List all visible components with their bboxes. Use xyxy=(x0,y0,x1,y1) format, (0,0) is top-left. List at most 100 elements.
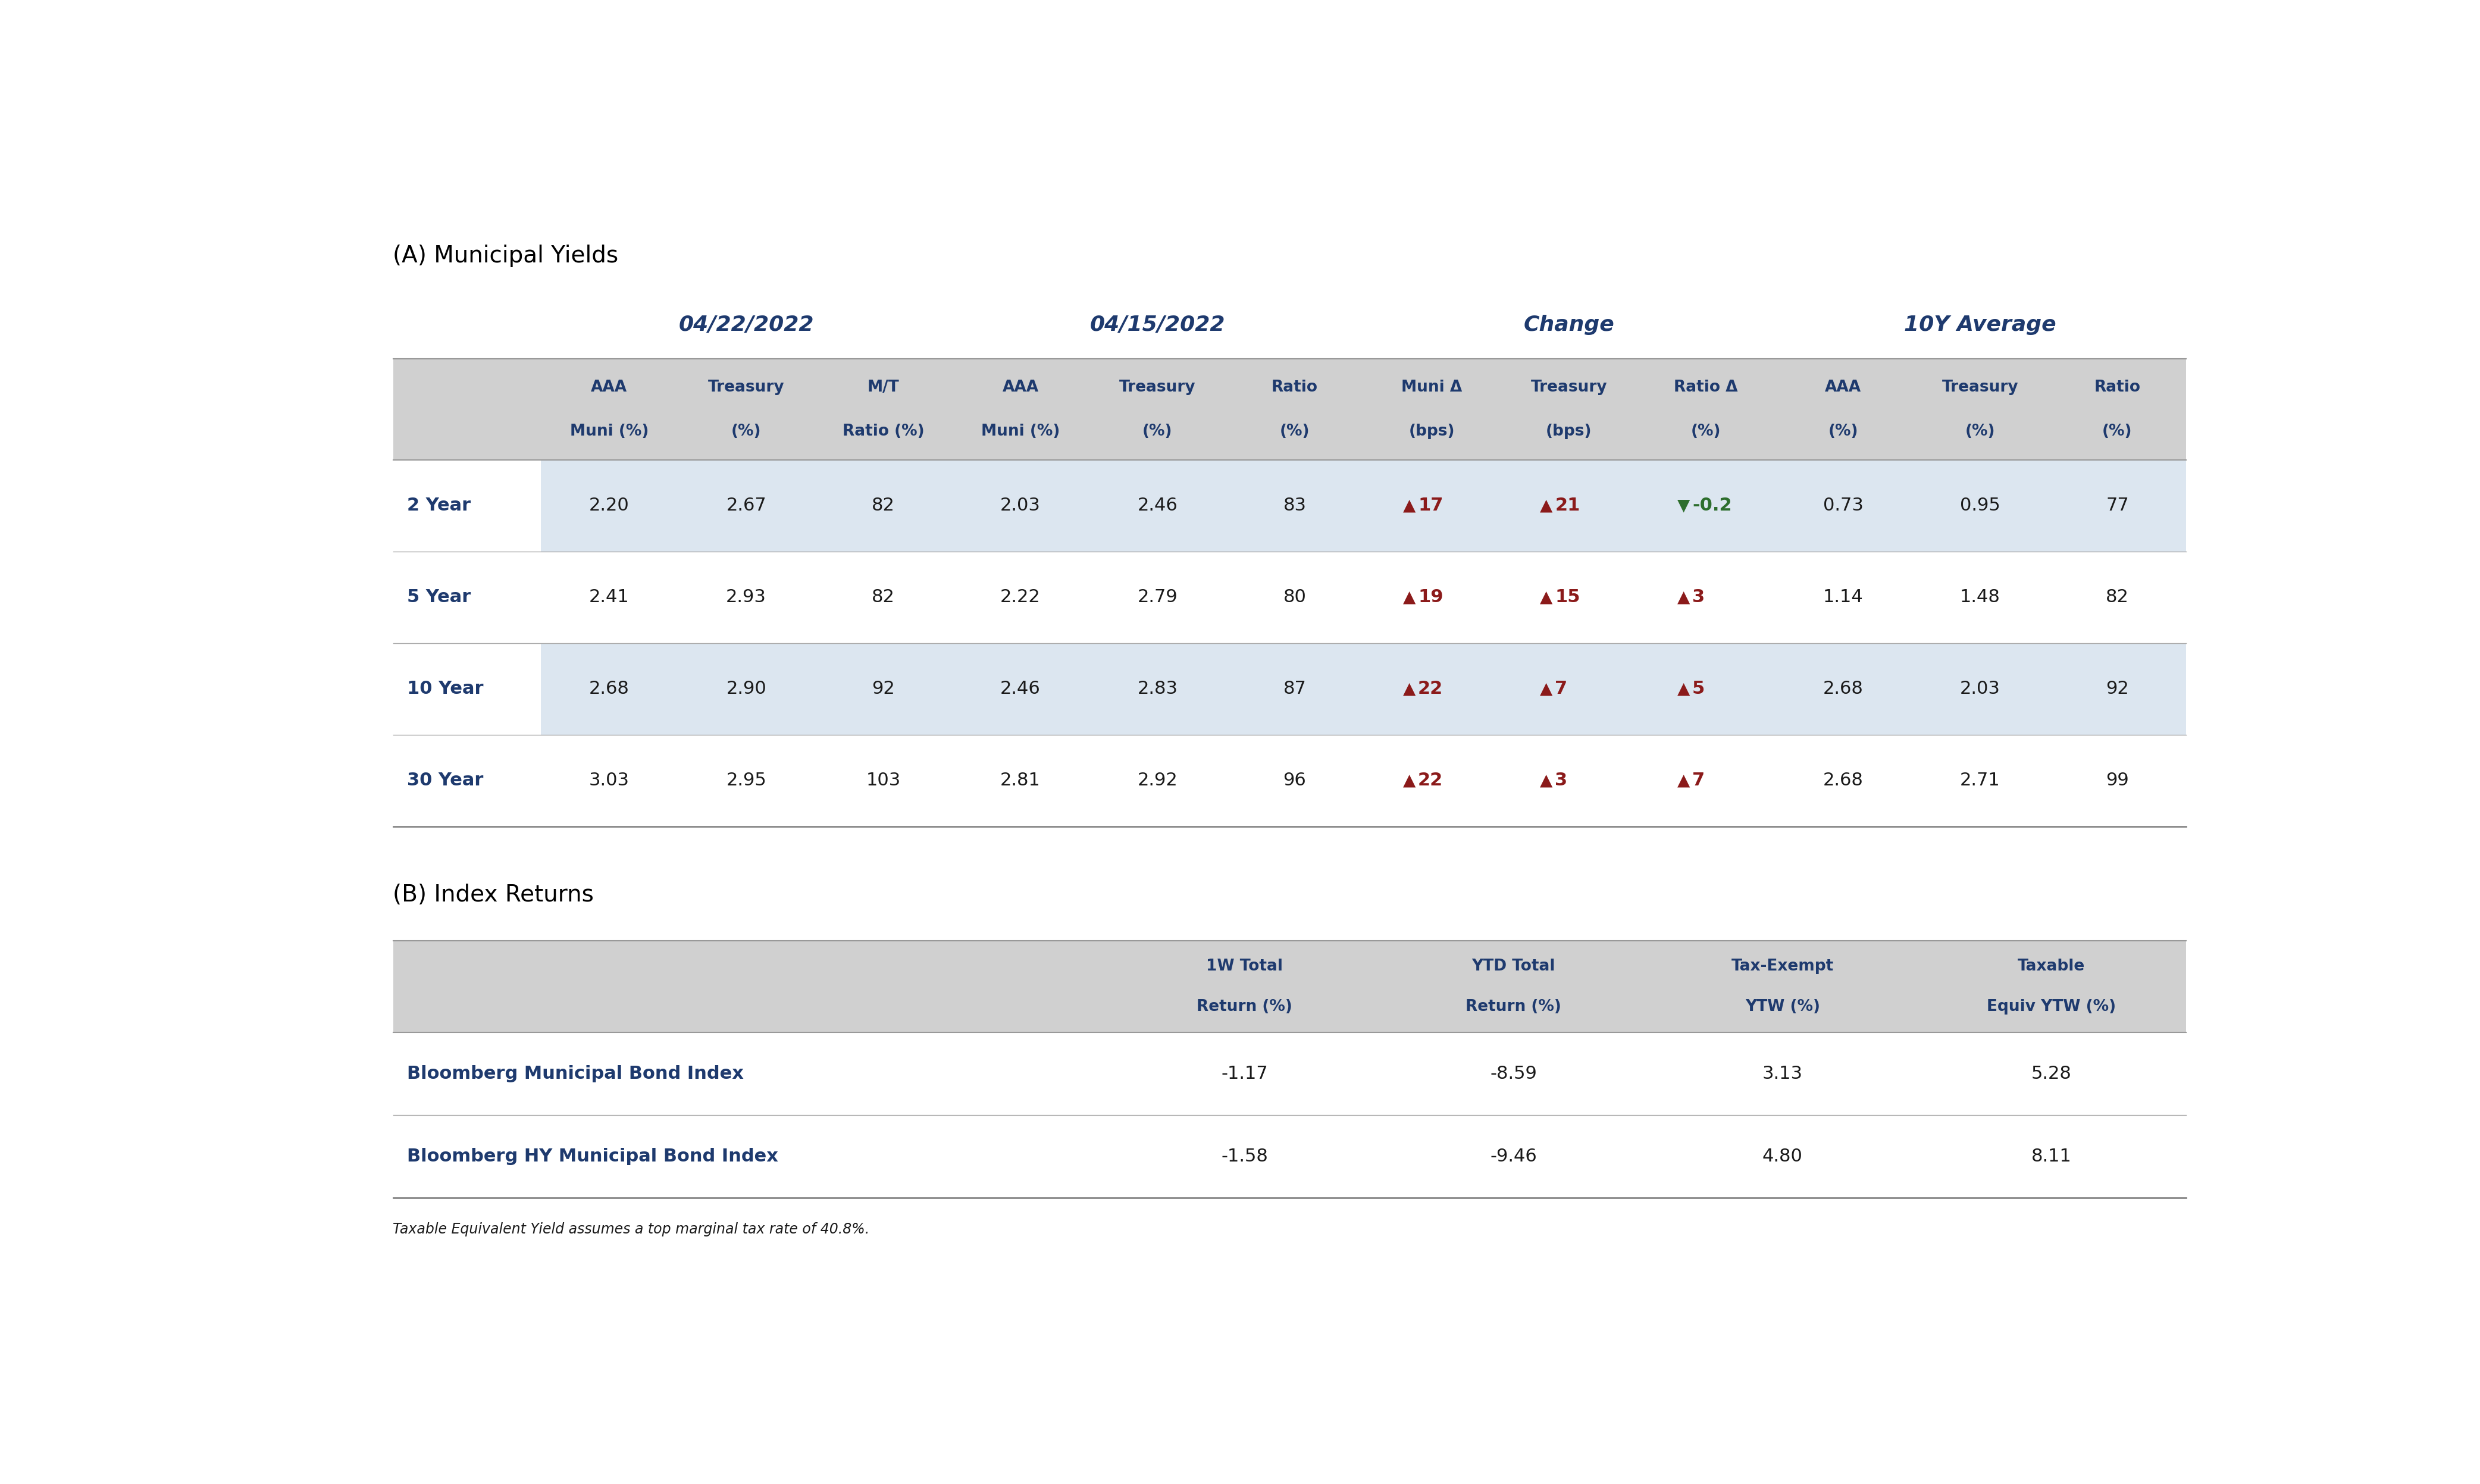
Text: -1.58: -1.58 xyxy=(1220,1147,1267,1165)
FancyBboxPatch shape xyxy=(541,460,2185,552)
Text: ▲: ▲ xyxy=(1404,497,1416,513)
Text: (bps): (bps) xyxy=(1545,424,1592,439)
Text: 10Y Average: 10Y Average xyxy=(1905,315,2056,335)
FancyBboxPatch shape xyxy=(392,941,2185,1033)
Text: 96: 96 xyxy=(1282,772,1307,789)
Text: (B) Index Returns: (B) Index Returns xyxy=(392,884,595,907)
Text: 17: 17 xyxy=(1419,497,1443,515)
Text: 21: 21 xyxy=(1555,497,1580,515)
FancyBboxPatch shape xyxy=(541,552,2185,643)
Text: Ratio Δ: Ratio Δ xyxy=(1674,380,1738,395)
Text: 80: 80 xyxy=(1282,589,1307,605)
Text: 5 Year: 5 Year xyxy=(407,589,471,605)
Text: 5: 5 xyxy=(1691,680,1704,697)
FancyBboxPatch shape xyxy=(392,359,2185,460)
Text: ▲: ▲ xyxy=(1404,681,1416,697)
Text: YTW (%): YTW (%) xyxy=(1746,999,1820,1015)
FancyBboxPatch shape xyxy=(392,1114,2185,1198)
Text: 82: 82 xyxy=(873,497,895,515)
Text: ▲: ▲ xyxy=(1676,772,1689,789)
Text: 2.03: 2.03 xyxy=(1959,680,2001,697)
Text: 0.95: 0.95 xyxy=(1959,497,2001,515)
Text: AAA: AAA xyxy=(1825,380,1862,395)
Text: 2.03: 2.03 xyxy=(999,497,1042,515)
Text: (%): (%) xyxy=(2103,424,2133,439)
FancyBboxPatch shape xyxy=(541,643,2185,735)
Text: Treasury: Treasury xyxy=(1530,380,1607,395)
Text: (%): (%) xyxy=(732,424,761,439)
Text: 3: 3 xyxy=(1691,589,1704,605)
Text: 2.68: 2.68 xyxy=(1823,680,1862,697)
Text: 3: 3 xyxy=(1555,772,1567,789)
Text: 2 Year: 2 Year xyxy=(407,497,471,515)
FancyBboxPatch shape xyxy=(392,1033,2185,1114)
Text: 2.46: 2.46 xyxy=(999,680,1042,697)
Text: (%): (%) xyxy=(1828,424,1858,439)
Text: 2.71: 2.71 xyxy=(1959,772,2001,789)
Text: (%): (%) xyxy=(1691,424,1721,439)
Text: 103: 103 xyxy=(866,772,900,789)
Text: 2.41: 2.41 xyxy=(588,589,630,605)
Text: 99: 99 xyxy=(2106,772,2128,789)
Text: -0.2: -0.2 xyxy=(1691,497,1731,515)
Text: Return (%): Return (%) xyxy=(1198,999,1292,1015)
Text: YTD Total: YTD Total xyxy=(1471,959,1555,975)
Text: Muni (%): Muni (%) xyxy=(570,424,647,439)
Text: 77: 77 xyxy=(2106,497,2128,515)
Text: Bloomberg HY Municipal Bond Index: Bloomberg HY Municipal Bond Index xyxy=(407,1147,779,1165)
Text: (A) Municipal Yields: (A) Municipal Yields xyxy=(392,245,618,267)
Text: 22: 22 xyxy=(1419,772,1443,789)
Text: 2.81: 2.81 xyxy=(999,772,1042,789)
Text: 2.93: 2.93 xyxy=(727,589,766,605)
Text: ▲: ▲ xyxy=(1676,681,1689,697)
Text: 2.67: 2.67 xyxy=(727,497,766,515)
Text: 04/22/2022: 04/22/2022 xyxy=(680,315,813,335)
Text: Muni Δ: Muni Δ xyxy=(1401,380,1463,395)
Text: Treasury: Treasury xyxy=(1942,380,2019,395)
Text: ▲: ▲ xyxy=(1676,589,1689,605)
Text: ▲: ▲ xyxy=(1540,589,1552,605)
Text: 1.14: 1.14 xyxy=(1823,589,1862,605)
Text: 2.68: 2.68 xyxy=(588,680,630,697)
Text: 19: 19 xyxy=(1419,589,1443,605)
Text: ▲: ▲ xyxy=(1540,772,1552,789)
Text: ▲: ▲ xyxy=(1540,681,1552,697)
Text: 22: 22 xyxy=(1419,680,1443,697)
Text: Ratio: Ratio xyxy=(1272,380,1317,395)
Text: 2.83: 2.83 xyxy=(1138,680,1178,697)
Text: 92: 92 xyxy=(2106,680,2128,697)
Text: 15: 15 xyxy=(1555,589,1580,605)
Text: -1.17: -1.17 xyxy=(1220,1066,1267,1082)
Text: 3.03: 3.03 xyxy=(588,772,630,789)
Text: (%): (%) xyxy=(1280,424,1309,439)
Text: 7: 7 xyxy=(1691,772,1704,789)
Text: AAA: AAA xyxy=(1002,380,1039,395)
Text: ▼: ▼ xyxy=(1676,497,1689,513)
Text: (bps): (bps) xyxy=(1409,424,1456,439)
Text: 0.73: 0.73 xyxy=(1823,497,1862,515)
Text: Treasury: Treasury xyxy=(1118,380,1195,395)
Text: Equiv YTW (%): Equiv YTW (%) xyxy=(1986,999,2115,1015)
Text: 10 Year: 10 Year xyxy=(407,680,484,697)
Text: 2.95: 2.95 xyxy=(727,772,766,789)
Text: 1W Total: 1W Total xyxy=(1205,959,1282,975)
Text: 2.46: 2.46 xyxy=(1138,497,1178,515)
Text: 2.90: 2.90 xyxy=(727,680,766,697)
FancyBboxPatch shape xyxy=(541,735,2185,827)
Text: -8.59: -8.59 xyxy=(1490,1066,1538,1082)
Text: Ratio (%): Ratio (%) xyxy=(843,424,925,439)
Text: Ratio: Ratio xyxy=(2093,380,2140,395)
Text: 1.48: 1.48 xyxy=(1959,589,2001,605)
Text: 3.13: 3.13 xyxy=(1763,1066,1803,1082)
Text: Bloomberg Municipal Bond Index: Bloomberg Municipal Bond Index xyxy=(407,1066,744,1082)
Text: 82: 82 xyxy=(873,589,895,605)
Text: 2.68: 2.68 xyxy=(1823,772,1862,789)
Text: ▲: ▲ xyxy=(1404,772,1416,789)
Text: 30 Year: 30 Year xyxy=(407,772,484,789)
Text: 7: 7 xyxy=(1555,680,1567,697)
Text: -9.46: -9.46 xyxy=(1490,1147,1538,1165)
Text: 2.92: 2.92 xyxy=(1138,772,1178,789)
Text: 5.28: 5.28 xyxy=(2031,1066,2071,1082)
Text: 83: 83 xyxy=(1282,497,1307,515)
Text: 2.20: 2.20 xyxy=(588,497,630,515)
